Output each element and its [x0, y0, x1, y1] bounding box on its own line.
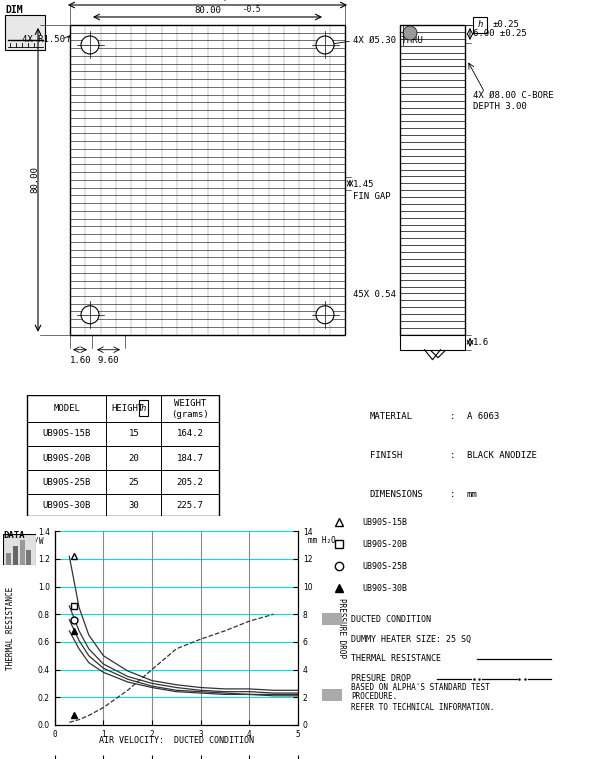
Bar [19, 540, 25, 565]
Text: 1.45: 1.45 [353, 181, 375, 189]
Text: PRESSURE DROP: PRESSURE DROP [337, 598, 346, 658]
Text: BLACK ANODIZE: BLACK ANODIZE [467, 451, 537, 460]
Bar [70, 25, 345, 335]
Text: UB90S-20B: UB90S-20B [43, 454, 91, 463]
Text: 25: 25 [128, 477, 139, 487]
Text: mm: mm [467, 490, 478, 499]
Text: UB90S-15B: UB90S-15B [43, 430, 91, 439]
Text: REFER TO TECHNICAL INFORMATION.: REFER TO TECHNICAL INFORMATION. [351, 703, 494, 712]
Text: 15: 15 [128, 430, 139, 439]
Text: 9.60: 9.60 [97, 356, 119, 365]
Text: +0: +0 [243, 0, 252, 1]
Bar [26, 550, 32, 565]
Text: 1.60: 1.60 [71, 356, 92, 365]
Text: THERMAL RESISTANCE: THERMAL RESISTANCE [7, 587, 15, 669]
Text: MODEL: MODEL [54, 404, 80, 413]
Text: 225.7: 225.7 [176, 501, 204, 510]
Text: DIMENSIONS: DIMENSIONS [370, 490, 423, 499]
Text: WEIGHT: WEIGHT [174, 398, 206, 408]
Text: 164.2: 164.2 [176, 430, 204, 439]
Text: h: h [141, 404, 146, 413]
Text: FINISH: FINISH [370, 451, 402, 460]
Text: THERMAL RESISTANCE: THERMAL RESISTANCE [351, 654, 441, 663]
Bar [400, 335, 465, 350]
Text: 184.7: 184.7 [176, 454, 204, 463]
Text: 45X 0.54: 45X 0.54 [353, 290, 396, 299]
Bar [13, 546, 18, 565]
Text: DATA: DATA [3, 531, 24, 540]
Text: UB90S-15B: UB90S-15B [362, 518, 407, 527]
Text: UB90S-25B: UB90S-25B [362, 562, 407, 571]
Bar [139, 400, 148, 416]
Circle shape [403, 26, 417, 40]
Text: -0.5: -0.5 [243, 5, 261, 14]
Bar [322, 613, 342, 625]
Circle shape [316, 306, 334, 324]
Text: ±0.25: ±0.25 [493, 20, 520, 30]
Text: :: : [450, 412, 455, 421]
Text: UB90S-20B: UB90S-20B [362, 540, 407, 549]
Text: 80.00: 80.00 [194, 6, 221, 15]
Text: :: : [450, 490, 455, 499]
Text: BASED ON ALPHA'S STANDARD TEST: BASED ON ALPHA'S STANDARD TEST [351, 683, 489, 692]
Text: HEIGHT: HEIGHT [111, 404, 144, 413]
Text: h: h [477, 20, 483, 30]
Bar [322, 688, 342, 701]
Bar [27, 395, 219, 516]
Text: UB90S-30B: UB90S-30B [43, 501, 91, 510]
Text: mm H₂O: mm H₂O [308, 537, 336, 546]
Text: DUCTED CONDITION: DUCTED CONDITION [351, 615, 431, 624]
Bar [473, 17, 487, 33]
Text: 205.2: 205.2 [176, 477, 204, 487]
Text: AIR VELOCITY:  DUCTED CONDITION: AIR VELOCITY: DUCTED CONDITION [99, 736, 254, 745]
Text: MATERIAL: MATERIAL [370, 412, 413, 421]
Circle shape [316, 36, 334, 54]
Text: 4X Ø8.00 C-BORE: 4X Ø8.00 C-BORE [473, 90, 554, 99]
Text: A 6063: A 6063 [467, 412, 499, 421]
Text: 6.00 ±0.25: 6.00 ±0.25 [473, 30, 527, 39]
Text: 30: 30 [128, 501, 139, 510]
Text: DEPTH 3.00: DEPTH 3.00 [473, 102, 527, 112]
Text: PRESURE DROP: PRESURE DROP [351, 674, 411, 683]
Text: PROCEDURE.: PROCEDURE. [351, 691, 397, 701]
Text: 20: 20 [128, 454, 139, 463]
Text: 4X R1.50: 4X R1.50 [22, 36, 65, 45]
Text: 80.00: 80.00 [30, 166, 40, 194]
Text: 4X Ø5.30 THRU: 4X Ø5.30 THRU [353, 36, 423, 45]
Text: 90.0 SQ: 90.0 SQ [188, 0, 226, 2]
Text: :: : [450, 451, 455, 460]
Circle shape [81, 306, 99, 324]
Text: UB90S-25B: UB90S-25B [43, 477, 91, 487]
Text: (grams): (grams) [171, 410, 209, 419]
Text: FIN GAP: FIN GAP [353, 192, 390, 201]
Bar [400, 25, 465, 335]
Bar [5, 15, 45, 50]
Text: DIM: DIM [5, 5, 22, 15]
Text: °C/W: °C/W [26, 537, 44, 546]
Text: 1.6: 1.6 [473, 338, 489, 347]
Text: UB90S-30B: UB90S-30B [362, 584, 407, 593]
Bar [6, 553, 12, 565]
Text: DUMMY HEATER SIZE: 25 SQ: DUMMY HEATER SIZE: 25 SQ [351, 635, 471, 644]
Circle shape [81, 36, 99, 54]
